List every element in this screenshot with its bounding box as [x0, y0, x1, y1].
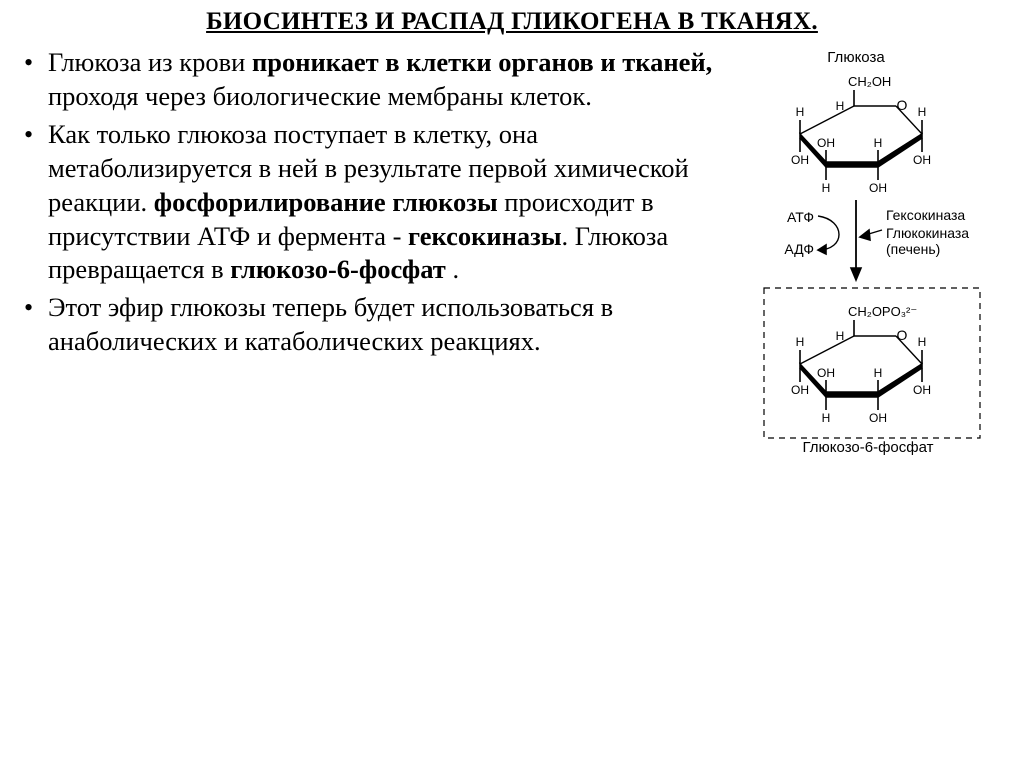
- svg-text:H: H: [918, 335, 927, 349]
- svg-text:OH: OH: [791, 153, 809, 167]
- reaction-diagram: ГлюкозаCH₂OHOHOHOHHHOHHOHHАТФАДФГексокин…: [736, 40, 1006, 460]
- text-run: проходя через биологические мембраны кле…: [48, 81, 592, 111]
- svg-text:(печень): (печень): [886, 241, 940, 257]
- svg-text:O: O: [897, 327, 908, 343]
- bullet-item: Этот эфир глюкозы теперь будет использов…: [18, 291, 732, 359]
- slide-title: БИОСИНТЕЗ И РАСПАД ГЛИКОГЕНА В ТКАНЯХ.: [18, 8, 1006, 36]
- svg-text:АТФ: АТФ: [787, 209, 814, 225]
- svg-text:CH₂OH: CH₂OH: [848, 74, 891, 89]
- svg-text:Глюкоза: Глюкоза: [827, 49, 885, 66]
- svg-text:OH: OH: [913, 383, 931, 397]
- svg-text:CH₂OPO₃²⁻: CH₂OPO₃²⁻: [848, 304, 917, 319]
- text-column: Глюкоза из крови проникает в клетки орга…: [18, 46, 736, 749]
- text-run: Глюкоза из крови: [48, 47, 252, 77]
- text-run: гексокиназы: [408, 221, 561, 251]
- svg-text:Глюкокиназа: Глюкокиназа: [886, 225, 969, 241]
- svg-text:OH: OH: [869, 181, 887, 195]
- svg-text:OH: OH: [913, 153, 931, 167]
- text-run: проникает в клетки органов и тканей,: [252, 47, 712, 77]
- svg-text:H: H: [796, 335, 805, 349]
- diagram-column: ГлюкозаCH₂OHOHOHOHHHOHHOHHАТФАДФГексокин…: [736, 46, 1006, 749]
- bullet-item: Глюкоза из крови проникает в клетки орга…: [18, 46, 732, 114]
- text-run: Этот эфир глюкозы теперь будет использов…: [48, 292, 613, 356]
- svg-text:OH: OH: [869, 411, 887, 425]
- svg-text:H: H: [836, 329, 845, 343]
- svg-text:H: H: [836, 99, 845, 113]
- text-run: .: [446, 254, 459, 284]
- svg-text:H: H: [822, 181, 831, 195]
- text-run: глюкозо-6-фосфат: [230, 254, 446, 284]
- svg-text:O: O: [897, 97, 908, 113]
- svg-text:АДФ: АДФ: [784, 241, 814, 257]
- svg-text:Гексокиназа: Гексокиназа: [886, 207, 965, 223]
- svg-text:Глюкозо-6-фосфат: Глюкозо-6-фосфат: [803, 439, 934, 456]
- svg-text:H: H: [874, 136, 883, 150]
- svg-text:OH: OH: [817, 136, 835, 150]
- svg-text:H: H: [874, 366, 883, 380]
- bullet-list: Глюкоза из крови проникает в клетки орга…: [18, 46, 732, 359]
- svg-text:H: H: [822, 411, 831, 425]
- text-run: фосфорилирование глюкозы: [154, 187, 498, 217]
- svg-text:H: H: [918, 105, 927, 119]
- svg-text:OH: OH: [817, 366, 835, 380]
- svg-text:H: H: [796, 105, 805, 119]
- svg-text:OH: OH: [791, 383, 809, 397]
- bullet-item: Как только глюкоза поступает в клетку, о…: [18, 118, 732, 288]
